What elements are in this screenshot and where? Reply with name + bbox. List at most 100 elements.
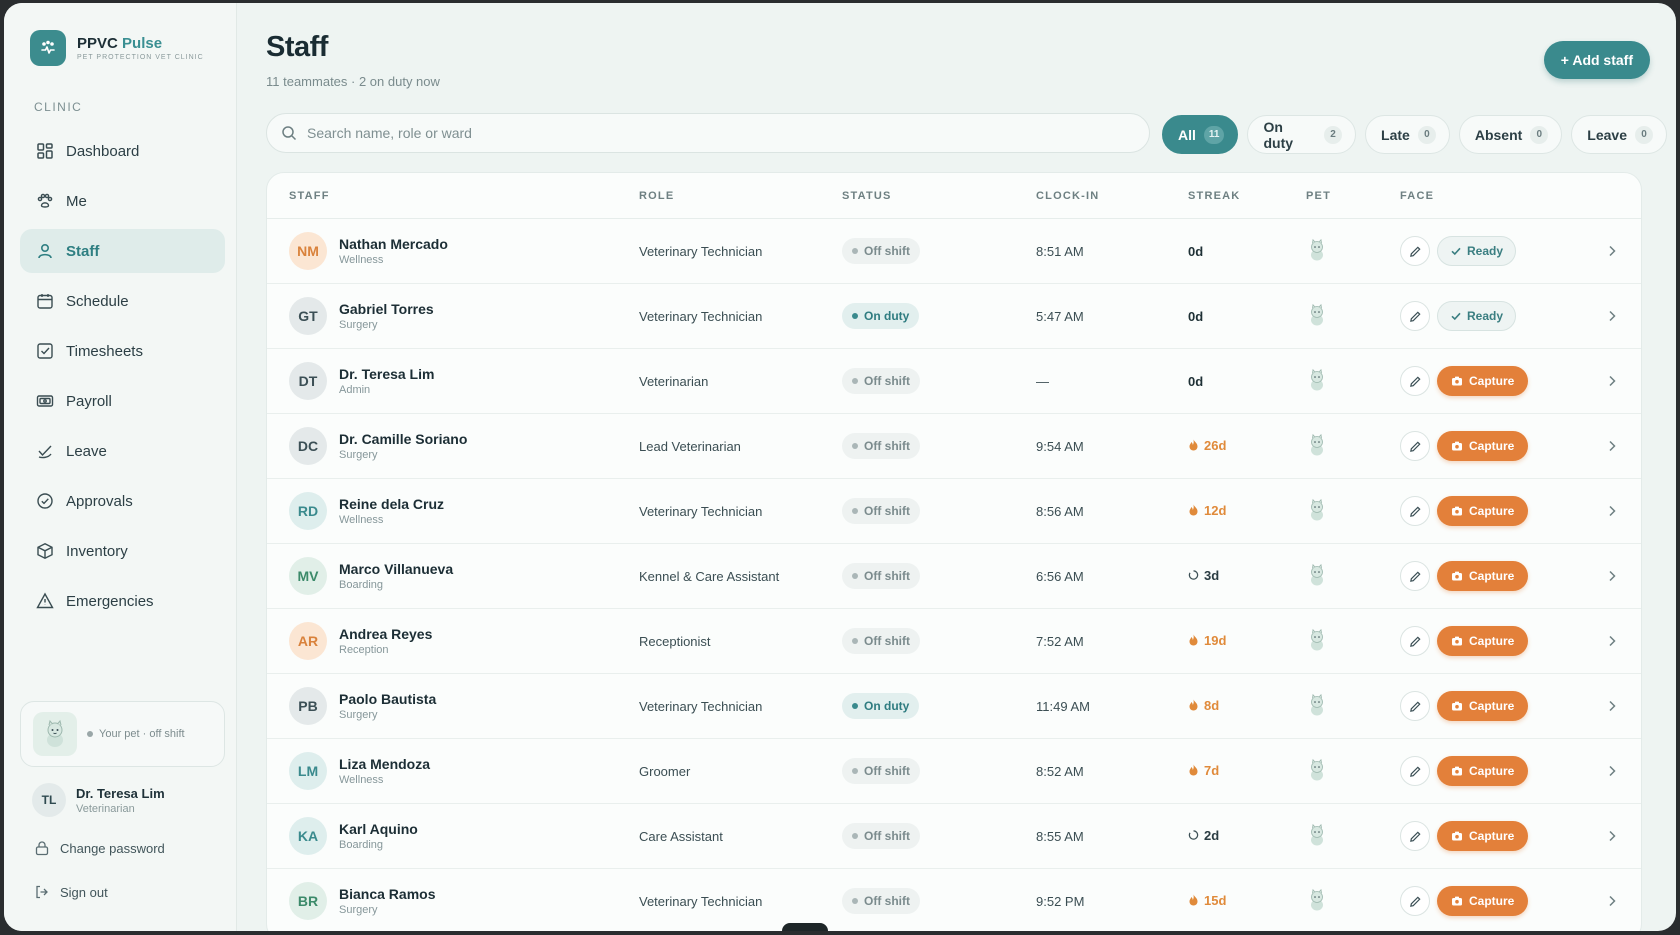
chevron-right-icon[interactable] bbox=[1607, 375, 1617, 387]
avatar: RD bbox=[289, 492, 327, 530]
flame-icon bbox=[1189, 764, 1198, 776]
table-body: NM Nathan Mercado Wellness Veterinary Te… bbox=[267, 219, 1641, 931]
edit-button[interactable] bbox=[1400, 821, 1430, 851]
sidebar-item-approvals[interactable]: Approvals bbox=[20, 479, 225, 523]
chevron-right-icon[interactable] bbox=[1607, 505, 1617, 517]
chevron-right-icon[interactable] bbox=[1607, 440, 1617, 452]
staff-name: Reine dela Cruz bbox=[339, 496, 445, 512]
search-input[interactable] bbox=[307, 125, 1107, 141]
face-capture-button[interactable]: Capture bbox=[1437, 821, 1529, 851]
filter-late[interactable]: Late 0 bbox=[1365, 115, 1450, 154]
status-badge: On duty bbox=[842, 303, 920, 329]
table-row[interactable]: MV Marco Villanueva Boarding Kennel & Ca… bbox=[267, 544, 1641, 609]
sidebar-item-label: Staff bbox=[66, 242, 100, 260]
sidebar-item-timesheets[interactable]: Timesheets bbox=[20, 329, 225, 373]
clock-in-time: 11:49 AM bbox=[1036, 698, 1090, 714]
face-capture-button[interactable]: Capture bbox=[1437, 626, 1529, 656]
table-row[interactable]: GT Gabriel Torres Surgery Veterinary Tec… bbox=[267, 284, 1641, 349]
table-row[interactable]: NM Nathan Mercado Wellness Veterinary Te… bbox=[267, 219, 1641, 284]
edit-button[interactable] bbox=[1400, 236, 1430, 266]
face-capture-button[interactable]: Capture bbox=[1437, 756, 1529, 786]
sidebar-item-label: Schedule bbox=[66, 292, 129, 310]
sidebar-item-schedule[interactable]: Schedule bbox=[20, 279, 225, 323]
table-row[interactable]: DC Dr. Camille Soriano Surgery Lead Vete… bbox=[267, 414, 1641, 479]
table-row[interactable]: DT Dr. Teresa Lim Admin Veterinarian Off… bbox=[267, 349, 1641, 414]
filter-absent[interactable]: Absent 0 bbox=[1458, 115, 1563, 154]
change-password-link[interactable]: Change password bbox=[34, 840, 165, 856]
status-dot bbox=[852, 508, 858, 514]
table-row[interactable]: LM Liza Mendoza Wellness Groomer Off shi… bbox=[267, 739, 1641, 804]
face-capture-button[interactable]: Capture bbox=[1437, 886, 1529, 916]
table-row[interactable]: AR Andrea Reyes Reception Receptionist O… bbox=[267, 609, 1641, 674]
edit-button[interactable] bbox=[1400, 886, 1430, 916]
status-dot bbox=[852, 703, 858, 709]
pencil-icon bbox=[1409, 570, 1421, 582]
table-row[interactable]: RD Reine dela Cruz Wellness Veterinary T… bbox=[267, 479, 1641, 544]
chevron-right-icon[interactable] bbox=[1607, 310, 1617, 322]
chevron-right-icon[interactable] bbox=[1607, 570, 1617, 582]
brand[interactable]: PPVC Pulse PET PROTECTION VET CLINIC bbox=[4, 3, 236, 66]
edit-button[interactable] bbox=[1400, 756, 1430, 786]
face-capture-button[interactable]: Capture bbox=[1437, 496, 1529, 526]
filter-leave[interactable]: Leave 0 bbox=[1571, 115, 1667, 154]
face-capture-button[interactable]: Capture bbox=[1437, 691, 1529, 721]
sidebar-item-staff[interactable]: Staff bbox=[20, 229, 225, 273]
chevron-right-icon[interactable] bbox=[1607, 635, 1617, 647]
edit-button[interactable] bbox=[1400, 626, 1430, 656]
table-row[interactable]: BR Bianca Ramos Surgery Veterinary Techn… bbox=[267, 869, 1641, 931]
face-capture-button[interactable]: Capture bbox=[1437, 561, 1529, 591]
column-header-face[interactable]: FACE bbox=[1400, 189, 1435, 202]
streak-value: 2d bbox=[1188, 828, 1219, 843]
chevron-right-icon[interactable] bbox=[1607, 765, 1617, 777]
table-row[interactable]: KA Karl Aquino Boarding Care Assistant O… bbox=[267, 804, 1641, 869]
sidebar-item-payroll[interactable]: Payroll bbox=[20, 379, 225, 423]
avatar: DT bbox=[289, 362, 327, 400]
edit-button[interactable] bbox=[1400, 301, 1430, 331]
edit-button[interactable] bbox=[1400, 561, 1430, 591]
current-user[interactable]: TL Dr. Teresa Lim Veterinarian bbox=[32, 783, 165, 817]
filter-all[interactable]: All 11 bbox=[1162, 115, 1239, 154]
column-header-clock-in[interactable]: CLOCK-IN bbox=[1036, 189, 1100, 202]
sidebar-item-leave[interactable]: Leave bbox=[20, 429, 225, 473]
face-ready-button[interactable]: Ready bbox=[1437, 236, 1517, 266]
sidebar-item-emergencies[interactable]: Emergencies bbox=[20, 579, 225, 623]
pet-icon bbox=[1311, 758, 1323, 780]
avatar: BR bbox=[289, 882, 327, 920]
pencil-icon bbox=[1409, 310, 1421, 322]
table-row[interactable]: PB Paolo Bautista Surgery Veterinary Tec… bbox=[267, 674, 1641, 739]
camera-icon bbox=[1452, 636, 1462, 646]
chevron-right-icon[interactable] bbox=[1607, 700, 1617, 712]
chevron-right-icon[interactable] bbox=[1607, 895, 1617, 907]
filter-on-duty[interactable]: On duty 2 bbox=[1247, 115, 1357, 154]
pet-card[interactable]: Your pet · off shift bbox=[20, 701, 225, 767]
column-header-role[interactable]: ROLE bbox=[639, 189, 675, 202]
search-bar[interactable] bbox=[266, 113, 1150, 153]
sidebar-item-me[interactable]: Me bbox=[20, 179, 225, 223]
status-badge: Off shift bbox=[842, 823, 920, 849]
chevron-right-icon[interactable] bbox=[1607, 245, 1617, 257]
pencil-icon bbox=[1409, 505, 1421, 517]
edit-button[interactable] bbox=[1400, 366, 1430, 396]
column-header-staff[interactable]: STAFF bbox=[289, 189, 330, 202]
add-staff-button[interactable]: + Add staff bbox=[1543, 41, 1650, 79]
face-ready-button[interactable]: Ready bbox=[1437, 301, 1517, 331]
status-dot bbox=[87, 731, 93, 737]
column-header-pet[interactable]: PET bbox=[1306, 189, 1331, 202]
face-capture-button[interactable]: Capture bbox=[1437, 366, 1529, 396]
edit-button[interactable] bbox=[1400, 496, 1430, 526]
avatar: LM bbox=[289, 752, 327, 790]
sidebar-item-inventory[interactable]: Inventory bbox=[20, 529, 225, 573]
face-capture-button[interactable]: Capture bbox=[1437, 431, 1529, 461]
edit-button[interactable] bbox=[1400, 431, 1430, 461]
chevron-right-icon[interactable] bbox=[1607, 830, 1617, 842]
sign-out-link[interactable]: Sign out bbox=[34, 884, 108, 900]
avatar: PB bbox=[289, 687, 327, 725]
scroll-handle[interactable] bbox=[782, 923, 828, 931]
staff-ward: Wellness bbox=[339, 774, 384, 786]
column-header-status[interactable]: STATUS bbox=[842, 189, 892, 202]
sign-out-icon bbox=[36, 885, 48, 899]
edit-button[interactable] bbox=[1400, 691, 1430, 721]
streak-value: 15d bbox=[1188, 893, 1226, 908]
sidebar-item-dashboard[interactable]: Dashboard bbox=[20, 129, 225, 173]
column-header-streak[interactable]: STREAK bbox=[1188, 189, 1241, 202]
